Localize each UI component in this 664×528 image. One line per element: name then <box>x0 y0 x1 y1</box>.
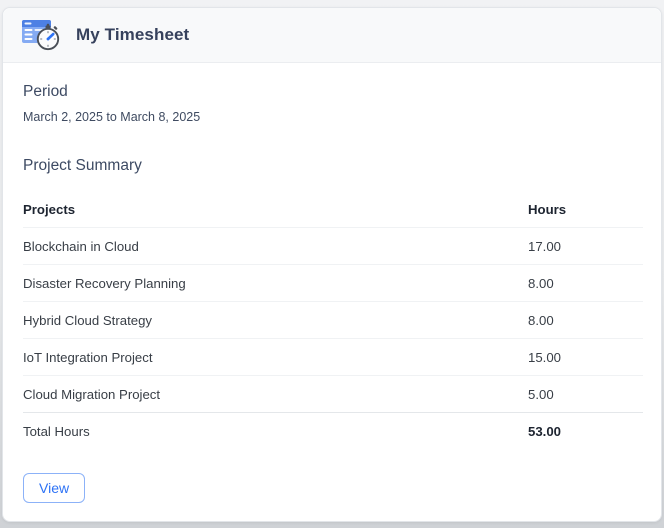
project-hours: 5.00 <box>528 375 643 413</box>
project-name: IoT Integration Project <box>23 338 528 376</box>
project-name: Cloud Migration Project <box>23 375 528 413</box>
table-row: Disaster Recovery Planning 8.00 <box>23 264 643 302</box>
timesheet-card: My Timesheet Period March 2, 2025 to Mar… <box>2 7 662 522</box>
project-hours: 8.00 <box>528 264 643 302</box>
project-hours: 8.00 <box>528 301 643 339</box>
column-header-hours: Hours <box>528 191 643 228</box>
period-heading: Period <box>23 83 68 100</box>
column-header-projects: Projects <box>23 191 528 228</box>
project-summary-heading: Project Summary <box>23 157 142 174</box>
total-label: Total Hours <box>23 423 90 439</box>
project-hours: 17.00 <box>528 227 643 265</box>
table-header-row: Projects Hours <box>23 191 643 228</box>
table-row: Hybrid Cloud Strategy 8.00 <box>23 301 643 339</box>
table-row: IoT Integration Project 15.00 <box>23 338 643 376</box>
card-header: My Timesheet <box>3 8 661 63</box>
total-row: Total Hours 53.00 <box>23 413 643 450</box>
project-hours: 15.00 <box>528 338 643 376</box>
table-row: Blockchain in Cloud 17.00 <box>23 227 643 265</box>
project-name: Blockchain in Cloud <box>23 227 528 265</box>
page-title: My Timesheet <box>76 25 190 44</box>
timesheet-stopwatch-icon <box>22 20 60 51</box>
total-hours-value: 53.00 <box>528 423 562 439</box>
view-button[interactable]: View <box>23 473 86 503</box>
table-row: Cloud Migration Project 5.00 <box>23 375 643 413</box>
project-name: Disaster Recovery Planning <box>23 264 528 302</box>
card-body: Period March 2, 2025 to March 8, 2025 Pr… <box>3 83 661 503</box>
project-name: Hybrid Cloud Strategy <box>23 301 528 339</box>
period-range: March 2, 2025 to March 8, 2025 <box>23 110 201 124</box>
project-summary-table: Projects Hours Blockchain in Cloud 17.00… <box>23 191 643 449</box>
